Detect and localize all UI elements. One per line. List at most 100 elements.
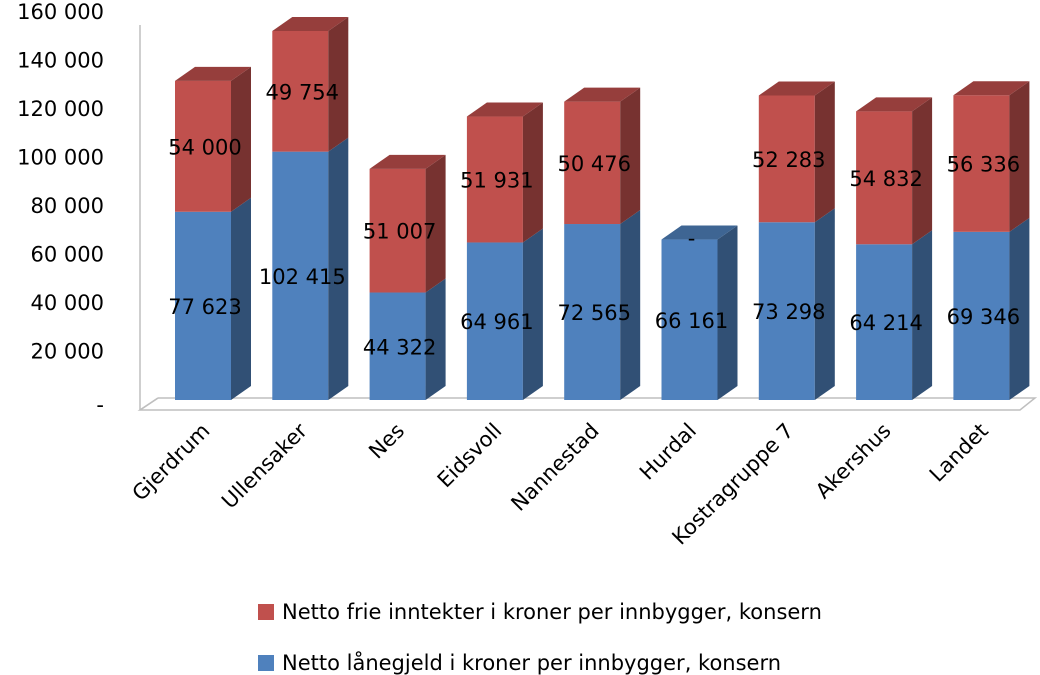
bar-front	[758, 222, 815, 400]
data-label: 51 931	[460, 169, 533, 193]
x-category-label: Nes	[364, 419, 409, 464]
bar-top	[661, 225, 738, 240]
bar-front	[953, 95, 1010, 232]
bar-side	[912, 97, 933, 245]
bar-front	[758, 95, 815, 223]
y-tick-label: -	[96, 393, 104, 417]
data-label: 54 000	[168, 135, 241, 159]
y-tick-label: 160 000	[17, 0, 104, 24]
bar-front	[175, 80, 231, 212]
bar-front	[272, 151, 329, 400]
bar-side	[1009, 81, 1030, 232]
data-label: 50 476	[557, 152, 630, 176]
bar-segment	[661, 225, 738, 400]
y-tick-label: 100 000	[17, 146, 104, 170]
bar-segment	[272, 16, 349, 152]
y-tick-label: 20 000	[31, 340, 104, 364]
bar-front	[856, 111, 913, 245]
bar-side	[328, 137, 349, 401]
bar-segment	[369, 154, 446, 293]
y-tick-label: 120 000	[17, 97, 104, 121]
bar-top	[856, 97, 933, 112]
bar-segment	[758, 208, 835, 400]
chart-floor	[137, 25, 1038, 411]
y-axis-ticks: - 20 000 40 000 60 000 80 000 100 000 120 000 1…	[17, 0, 104, 417]
bar-front	[175, 211, 231, 400]
bar-top	[272, 16, 349, 31]
data-label: 102 415	[259, 265, 346, 289]
x-category-label: Eidsvoll	[433, 419, 507, 493]
data-label: 54 832	[849, 167, 922, 191]
bar-front	[856, 244, 913, 400]
x-category-label: Gjerdrum	[128, 419, 215, 506]
bar-top	[175, 66, 251, 81]
bar-segment	[466, 102, 543, 243]
data-label: 44 322	[363, 335, 436, 359]
bars	[175, 16, 1030, 401]
bar-side	[425, 278, 446, 400]
data-label: 52 283	[752, 148, 825, 172]
legend-item-series-1: Netto lånegjeld i kroner per innbygger, …	[258, 651, 781, 675]
bar-side	[620, 210, 641, 400]
y-tick-label: 140 000	[17, 49, 104, 73]
bar-segment	[564, 210, 641, 400]
data-label: 73 298	[752, 300, 825, 324]
bar-side	[814, 208, 835, 400]
bar-side	[814, 81, 835, 223]
y-tick-label: 60 000	[31, 243, 104, 267]
x-category-label: Landet	[925, 419, 993, 487]
bar-segment	[953, 81, 1030, 232]
bar-front	[369, 168, 426, 293]
legend-swatch-red	[258, 604, 274, 620]
x-category-label: Ullensaker	[217, 418, 312, 513]
bar-top	[953, 81, 1030, 96]
bar-front	[953, 231, 1010, 400]
legend-label: Netto frie inntekter i kroner per innbyg…	[282, 600, 822, 624]
data-label: 49 754	[266, 80, 339, 104]
bar-front	[272, 30, 329, 152]
bar-segment	[272, 137, 349, 401]
y-tick-label: 80 000	[31, 194, 104, 218]
legend-item-series-2: Netto frie inntekter i kroner per innbyg…	[258, 600, 822, 624]
bar-top	[758, 81, 835, 96]
bar-front	[466, 242, 523, 400]
bar-front	[564, 101, 621, 225]
bar-side	[522, 228, 543, 400]
bar-segment	[466, 228, 543, 400]
data-label: 72 565	[557, 301, 630, 325]
data-label: 51 007	[363, 220, 436, 244]
bar-side	[231, 197, 251, 400]
bar-front	[466, 116, 523, 243]
x-category-label: Akershus	[811, 419, 896, 504]
bar-side	[328, 16, 349, 152]
bar-side	[620, 87, 641, 225]
bar-side	[717, 225, 738, 400]
legend-label: Netto lånegjeld i kroner per innbygger, …	[282, 651, 782, 675]
bar-top	[466, 102, 543, 117]
data-label: -	[688, 227, 696, 251]
data-label: 56 336	[947, 153, 1020, 177]
bar-side	[912, 230, 933, 400]
x-category-label: Hurdal	[635, 419, 701, 485]
stacked-bar-chart: - 20 000 40 000 60 000 80 000 100 000 120 000 1…	[17, 0, 1038, 549]
data-label: 77 623	[168, 295, 241, 319]
x-axis-categories: Gjerdrum Ullensaker Nes Eidsvoll Nannestad Hu…	[128, 418, 993, 549]
bar-segment	[856, 230, 933, 400]
bar-segment	[175, 66, 251, 212]
y-tick-label: 40 000	[31, 291, 104, 315]
bar-top	[369, 154, 446, 169]
bar-top	[564, 87, 641, 102]
data-label: 64 961	[460, 310, 533, 334]
bar-side	[1009, 217, 1030, 400]
bar-segment	[758, 81, 835, 223]
bar-front	[369, 292, 426, 400]
bar-side	[425, 154, 446, 293]
legend-swatch-blue	[258, 655, 274, 671]
bar-side	[231, 66, 251, 212]
bar-segment	[564, 87, 641, 225]
data-label: 64 214	[849, 311, 922, 335]
bar-segment	[856, 97, 933, 245]
bar-front	[564, 224, 621, 400]
data-label: 69 346	[947, 305, 1020, 329]
bar-segment	[953, 217, 1030, 400]
